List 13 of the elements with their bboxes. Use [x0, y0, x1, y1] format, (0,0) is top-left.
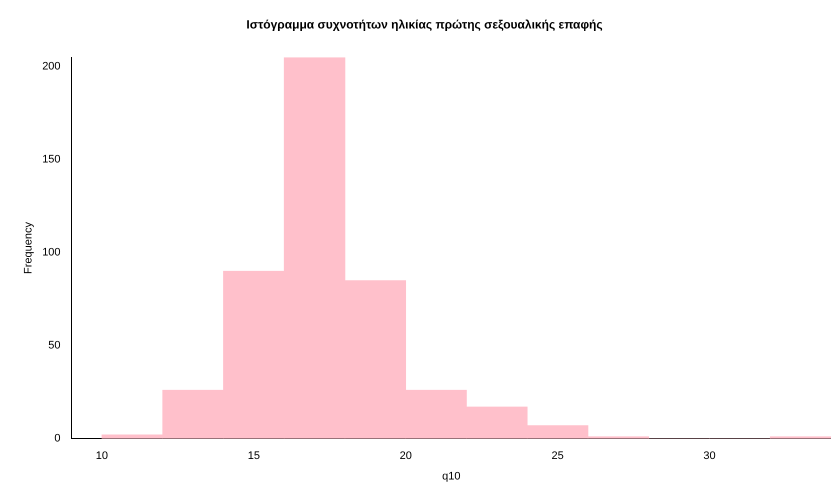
x-tick-label: 15 [248, 450, 260, 462]
x-tick-label: 25 [551, 450, 564, 462]
y-tick-label: 100 [42, 246, 61, 259]
x-tick-label: 30 [703, 450, 716, 462]
chart-title: Ιστόγραμμα συχνοτήτων ηλικίας πρώτης σεξουαλικής επαφής [246, 18, 603, 32]
y-tick-label: 0 [54, 432, 61, 445]
y-tick-label: 150 [42, 154, 61, 166]
x-tick-label: 10 [96, 450, 108, 462]
y-tick-label: 200 [42, 60, 61, 73]
x-axis-title: q10 [442, 470, 460, 482]
y-tick-label: 50 [48, 340, 61, 352]
y-axis-title: Frequency [22, 222, 35, 274]
x-tick-label: 20 [400, 450, 412, 462]
